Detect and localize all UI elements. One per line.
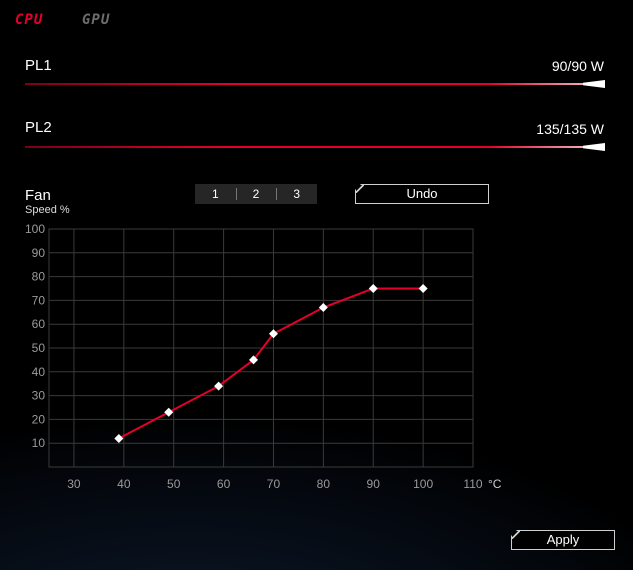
undo-button[interactable]: Undo	[355, 184, 489, 204]
y-tick-label: 50	[32, 341, 46, 355]
x-tick-label: 40	[117, 477, 131, 491]
fan-profile-1-button[interactable]: 1	[211, 187, 219, 201]
y-tick-label: 30	[32, 389, 46, 403]
pl2-slider-track	[25, 146, 605, 148]
fan-curve-point[interactable]	[214, 381, 224, 391]
fan-profile-selector: 1 2 3	[195, 184, 317, 204]
fan-curve-chart[interactable]: 30 40 50 60 70 80 90 100 110 10 20 30 40 50 60 70 80 90 10…	[0, 220, 633, 510]
fan-profile-2-button[interactable]: 2	[235, 184, 277, 204]
pl1-value: 90/90 W	[551, 58, 604, 74]
tab-gpu[interactable]: GPU	[82, 12, 111, 28]
y-tick-label: 100	[25, 222, 45, 236]
pl2-value: 135/135 W	[536, 121, 604, 137]
fan-curve-point[interactable]	[268, 329, 278, 339]
fan-curve-line	[118, 287, 424, 440]
x-axis-unit-label: °C	[488, 477, 502, 491]
pl2-slider-thumb[interactable]	[583, 143, 605, 151]
fan-curve-point[interactable]	[249, 355, 259, 365]
y-tick-label: 70	[32, 293, 46, 307]
fan-title: Fan	[25, 187, 51, 204]
x-tick-label: 90	[367, 477, 381, 491]
x-tick-label: 100	[413, 477, 433, 491]
y-tick-label: 20	[32, 412, 46, 426]
x-tick-label: 70	[267, 477, 281, 491]
x-tick-label: 80	[317, 477, 331, 491]
y-tick-label: 80	[32, 270, 46, 284]
x-tick-label: 110	[463, 477, 482, 491]
fan-speed-label: Speed %	[25, 204, 70, 216]
pl1-slider[interactable]	[25, 80, 605, 88]
pl2-label: PL2	[25, 119, 52, 136]
apply-button[interactable]: Apply	[511, 530, 615, 550]
pl2-slider[interactable]	[25, 143, 605, 151]
y-tick-label: 90	[32, 246, 46, 260]
fan-curve-point[interactable]	[318, 303, 328, 313]
y-tick-label: 60	[32, 317, 46, 331]
fan-curve-point[interactable]	[114, 433, 124, 443]
fan-curve-point[interactable]	[164, 407, 174, 417]
tab-cpu[interactable]: CPU	[15, 12, 44, 28]
y-tick-label: 10	[32, 436, 46, 450]
x-tick-label: 50	[167, 477, 181, 491]
pl1-slider-track	[25, 83, 605, 85]
fan-curve-point[interactable]	[418, 284, 428, 293]
pl1-label: PL1	[25, 57, 52, 74]
fan-curve-point[interactable]	[368, 284, 378, 293]
pl1-slider-thumb[interactable]	[583, 80, 605, 88]
fan-profile-3-button[interactable]: 3	[276, 184, 317, 204]
y-tick-label: 40	[32, 365, 46, 379]
x-tick-label: 60	[217, 477, 231, 491]
x-tick-label: 30	[67, 477, 81, 491]
